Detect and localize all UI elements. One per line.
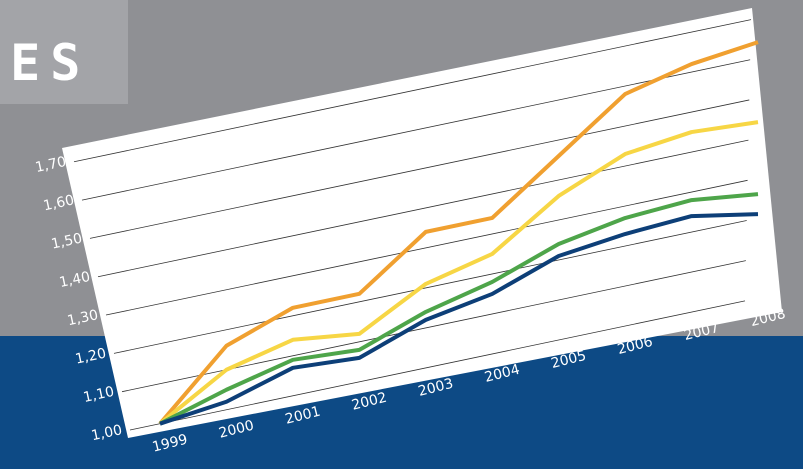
grid-line	[97, 139, 749, 278]
series-line	[159, 212, 759, 426]
grid-line	[73, 19, 752, 163]
grid-line	[129, 300, 746, 431]
series-line	[158, 120, 759, 426]
y-tick-label: 1,70	[34, 154, 68, 176]
y-tick-label: 1,20	[74, 346, 108, 368]
grid-line	[89, 99, 750, 239]
series-line	[159, 192, 759, 426]
y-tick-label: 1,10	[82, 384, 116, 406]
series-line	[158, 40, 759, 425]
y-tick-label: 1,50	[50, 231, 84, 253]
y-tick-label: 1,60	[42, 192, 76, 214]
y-tick-label: 1,00	[90, 422, 124, 444]
grid-line	[113, 220, 747, 354]
y-tick-label: 1,40	[58, 269, 92, 291]
header-box	[0, 0, 128, 104]
grid-line	[81, 59, 751, 201]
grid-line	[105, 179, 748, 316]
header-title: UES	[0, 34, 90, 92]
y-tick-label: 1,30	[66, 307, 100, 329]
